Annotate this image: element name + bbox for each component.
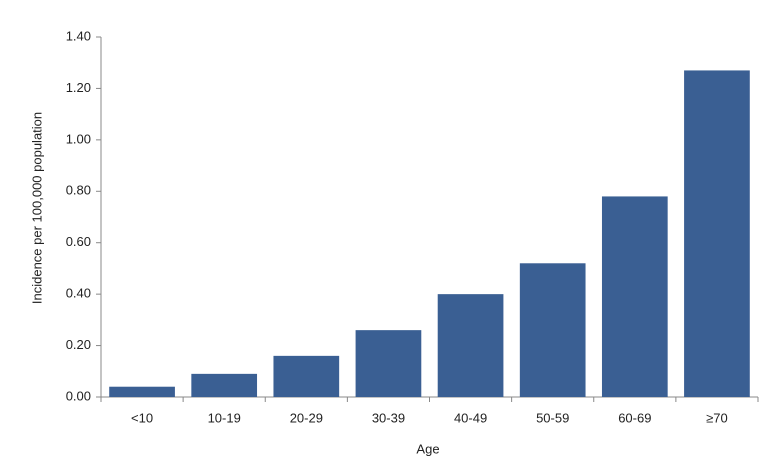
y-axis-label: Incidence per 100,000 population	[29, 112, 44, 304]
x-tick-label: 60-69	[618, 410, 651, 425]
bar	[355, 330, 422, 397]
bar	[437, 294, 504, 397]
y-tick-label: 0.20	[66, 337, 91, 352]
y-tick-label: 0.80	[66, 183, 91, 198]
bar	[519, 263, 586, 397]
x-tick-label: 30-39	[372, 410, 405, 425]
bar	[191, 373, 258, 397]
bar	[601, 196, 668, 397]
x-tick-label: 20-29	[290, 410, 323, 425]
x-tick-label: <10	[131, 410, 153, 425]
y-tick-label: 1.20	[66, 80, 91, 95]
y-tick-label: 0.60	[66, 234, 91, 249]
bar	[273, 355, 340, 397]
y-tick-label: 0.00	[66, 388, 91, 403]
y-tick-label: 1.40	[66, 28, 91, 43]
x-axis-label: Age	[416, 441, 439, 456]
y-tick-label: 1.00	[66, 131, 91, 146]
bar	[109, 386, 175, 397]
y-tick-label: 0.40	[66, 286, 91, 301]
x-tick-label: 50-59	[536, 410, 569, 425]
x-tick-label: 10-19	[208, 410, 241, 425]
x-tick-label: 40-49	[454, 410, 487, 425]
bar	[684, 70, 750, 397]
x-tick-label: ≥70	[706, 410, 728, 425]
